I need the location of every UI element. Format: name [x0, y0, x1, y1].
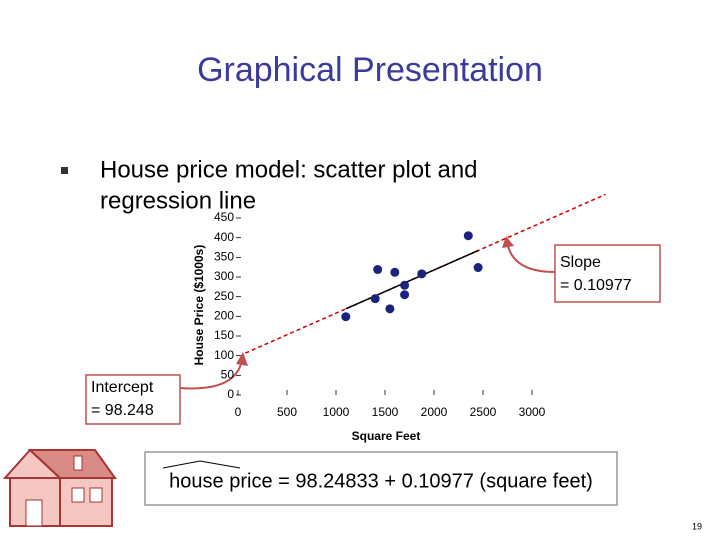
data-point [473, 263, 483, 273]
bullet-marker [61, 167, 68, 174]
y-tick-label: 350 [214, 250, 234, 264]
slope-box [554, 244, 661, 303]
x-axis-title: Square Feet [352, 429, 421, 443]
x-tick-label: 1500 [372, 405, 399, 419]
data-point [385, 304, 395, 314]
slope-note: Slope [560, 254, 601, 271]
intercept-note: Intercept [91, 379, 154, 396]
data-point [417, 269, 427, 279]
data-point [463, 231, 473, 241]
x-tick-label: 2000 [421, 405, 448, 419]
slide-title: Graphical Presentation [197, 51, 543, 89]
regression-line [345, 249, 479, 310]
y-tick-label: 400 [214, 230, 234, 244]
x-tick-label: 3000 [519, 405, 546, 419]
y-tick-label: 250 [214, 289, 234, 303]
bullet-text: regression line [100, 187, 256, 214]
data-point [390, 267, 400, 277]
intercept-note: = 98.248 [91, 402, 154, 419]
data-point [373, 265, 383, 275]
data-point [370, 294, 380, 304]
data-point [400, 280, 410, 290]
y-tick-label: 300 [214, 269, 234, 283]
y-tick-label: 150 [214, 328, 234, 342]
data-point [400, 290, 410, 300]
slope-note: = 0.10977 [560, 277, 632, 294]
y-tick-label: 200 [214, 309, 234, 323]
bullet-text: House price model: scatter plot and [100, 156, 478, 183]
y-tick-label: 450 [214, 210, 234, 224]
arrow-head [502, 236, 514, 248]
x-tick-label: 0 [235, 405, 242, 419]
slope-arrow [507, 245, 556, 273]
house-icon [2, 448, 117, 527]
y-tick-label: 0 [227, 387, 234, 401]
intercept-box [85, 374, 181, 425]
x-tick-label: 500 [277, 405, 297, 419]
y-tick-label: 50 [221, 368, 235, 382]
data-point [341, 312, 351, 322]
x-tick-label: 1000 [323, 405, 350, 419]
y-axis-title: House Price ($1000s) [192, 245, 206, 366]
arrow-head [236, 352, 248, 366]
equation: house price = 98.24833 + 0.10977 (square… [169, 470, 593, 492]
hat [162, 460, 241, 469]
x-tick-label: 2500 [470, 405, 497, 419]
intercept-arrow [179, 359, 243, 390]
page-number: 19 [692, 521, 702, 531]
y-tick-label: 100 [214, 348, 234, 362]
equation-box [144, 451, 618, 506]
